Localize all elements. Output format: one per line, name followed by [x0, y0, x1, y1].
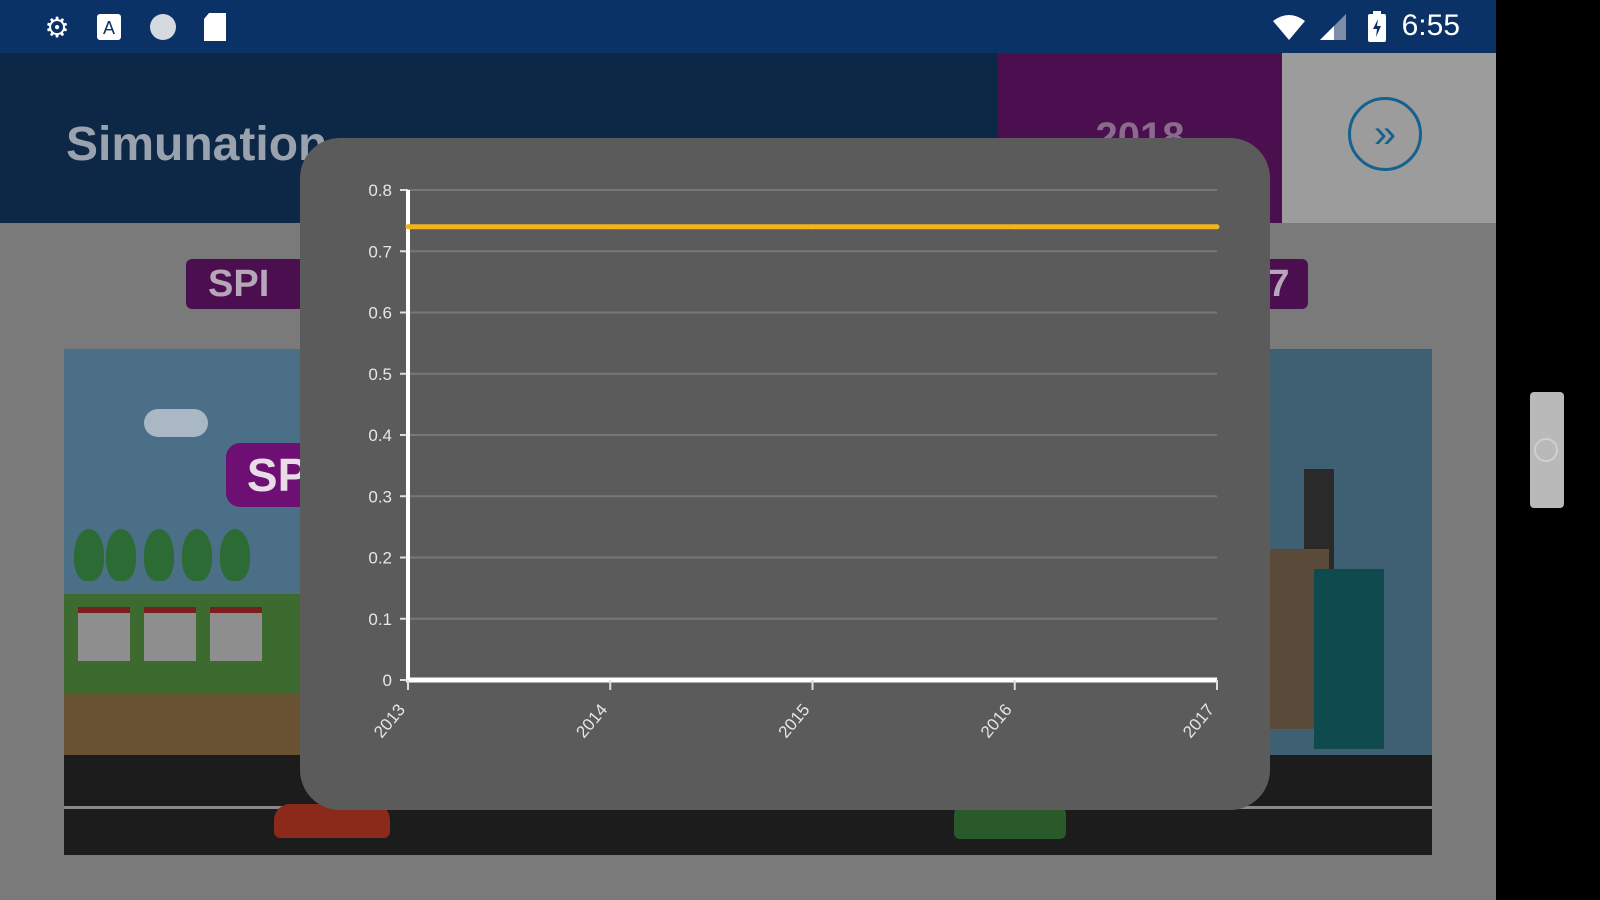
tree-icon	[220, 529, 250, 581]
data-point	[1214, 224, 1220, 230]
building-icon	[1314, 569, 1384, 749]
y-tick-label: 0.2	[368, 549, 392, 568]
text-a-icon: A	[92, 10, 126, 44]
status-bar: ⚙ A 6:55	[0, 0, 1496, 53]
svg-text:A: A	[103, 18, 115, 38]
wifi-icon	[1272, 10, 1306, 44]
status-time: 6:55	[1401, 9, 1460, 42]
next-area: »	[1282, 53, 1496, 223]
cloud-icon	[144, 409, 208, 437]
data-point	[405, 224, 411, 230]
data-point	[810, 224, 815, 230]
y-tick-label: 0	[383, 671, 392, 690]
app-screen: ⚙ A 6:55 Simunation 2018 » SPI 7	[0, 0, 1496, 900]
sd-card-icon	[198, 10, 232, 44]
settings-icon: ⚙	[44, 11, 70, 43]
data-point	[1012, 224, 1018, 230]
tree-icon	[182, 529, 212, 581]
y-tick-label: 0.6	[368, 304, 392, 323]
y-tick-label: 0.3	[368, 487, 392, 506]
y-tick-label: 0.4	[368, 426, 392, 445]
x-tick-label: 2014	[572, 700, 611, 741]
tree-icon	[106, 529, 136, 581]
handle-dot-icon	[1534, 438, 1558, 462]
x-tick-label: 2016	[977, 700, 1016, 741]
x-tick-label: 2015	[775, 700, 814, 741]
line-chart: 0 0.1 0.2 0.3 0.4 0.5 0.6 0.7 0.8 2013 2014 2015 201…	[368, 181, 1220, 742]
y-tick-label: 0.8	[368, 181, 392, 200]
battery-icon	[1360, 10, 1394, 44]
house-icon	[78, 607, 130, 661]
house-icon	[210, 607, 262, 661]
signal-icon	[1316, 10, 1350, 44]
y-tick-label: 0.5	[368, 365, 392, 384]
circle-icon	[146, 10, 180, 44]
data-point	[607, 224, 613, 230]
edge-handle[interactable]	[1530, 392, 1564, 508]
x-tick-label: 2017	[1179, 700, 1218, 741]
x-tick-label: 2013	[370, 700, 409, 741]
tree-icon	[144, 529, 174, 581]
next-button[interactable]: »	[1348, 97, 1422, 171]
y-tick-label: 0.7	[368, 242, 392, 261]
tree-icon	[74, 529, 104, 581]
chart-popup: 0 0.1 0.2 0.3 0.4 0.5 0.6 0.7 0.8 2013 2014 2015 201…	[300, 138, 1270, 810]
house-icon	[144, 607, 196, 661]
y-tick-label: 0.1	[368, 610, 392, 629]
double-chevron-right-icon: »	[1373, 111, 1397, 156]
app-title: Simunation	[66, 118, 328, 171]
